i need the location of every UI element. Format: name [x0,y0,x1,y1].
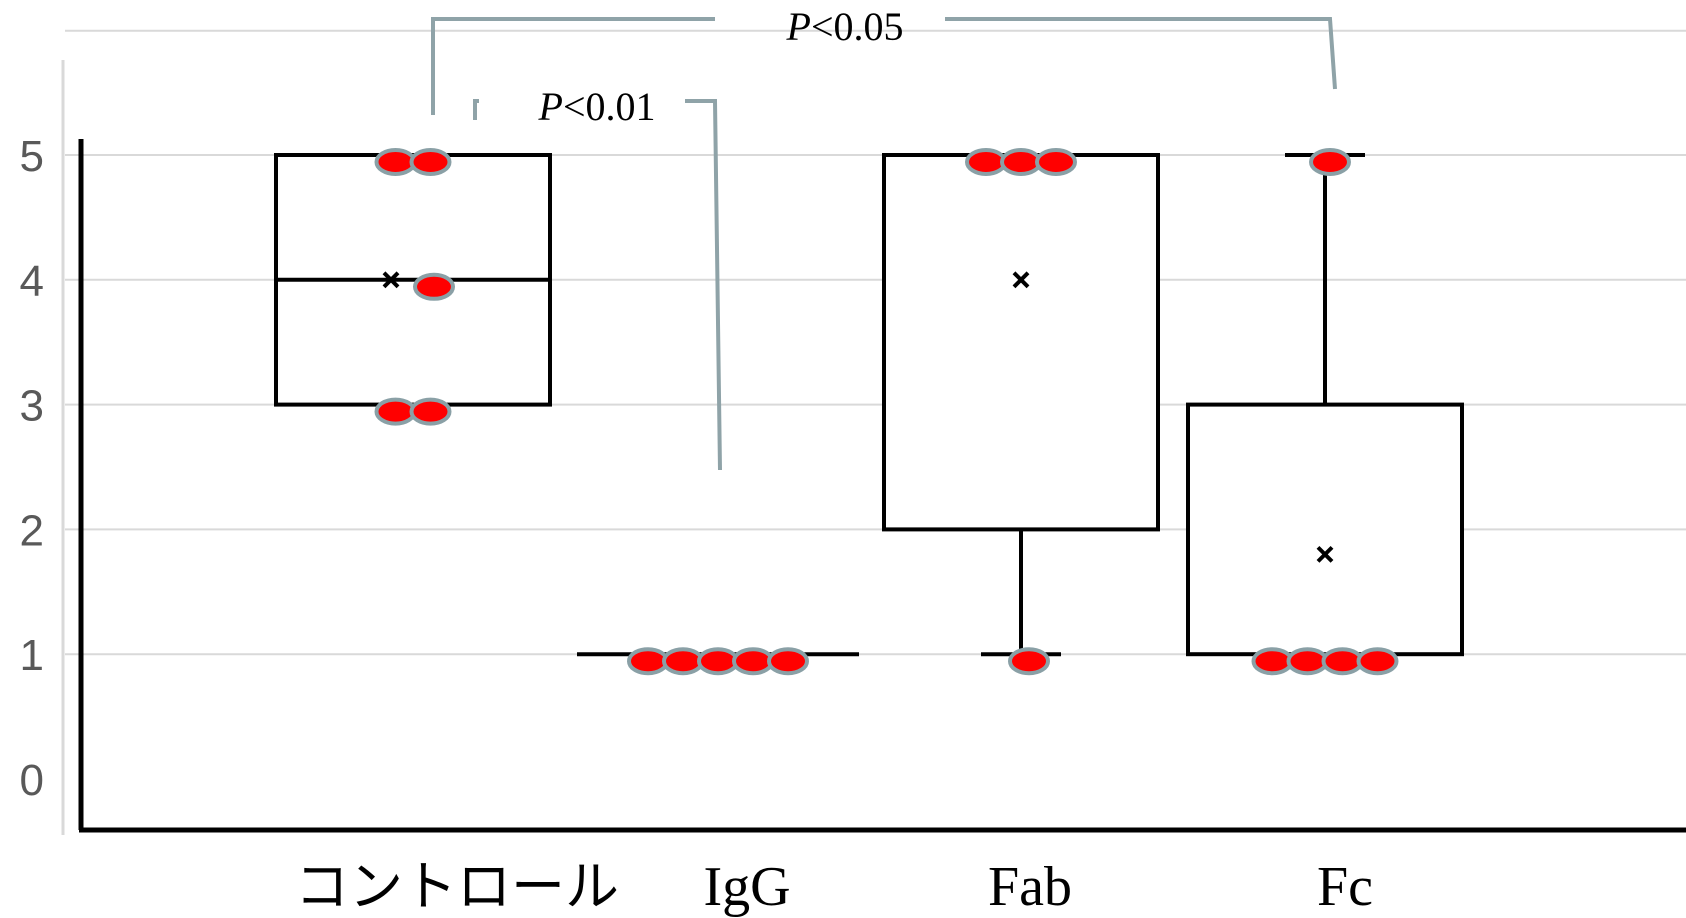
p-value-label: P<0.01 [538,84,656,129]
y-tick-label: 5 [20,132,44,181]
data-point [409,148,452,176]
data-point [732,647,774,676]
p-symbol: P [786,4,811,49]
mean-marker [382,271,400,289]
mean-marker-stroke [382,271,400,289]
p-threshold: <0.01 [563,84,656,129]
data-point [1008,647,1050,676]
box [882,153,1160,532]
y-tick-label: 3 [20,382,44,431]
y-tick-labels: 0 1 2 3 4 5 [20,132,44,805]
p-value-label: P<0.05 [786,4,904,49]
mean-marker-stroke [1316,545,1334,563]
data-point [374,397,417,426]
data-point [1000,148,1042,176]
y-tick-label: 1 [20,631,44,680]
data-point [662,647,704,676]
p-symbol: P [538,84,563,129]
box-group [882,153,1160,657]
box-group [1186,153,1464,657]
significance-bracket: P<0.05 [431,4,1337,115]
data-point [965,148,1007,176]
data-point [1035,148,1077,176]
box-plot-groups [274,153,1464,657]
bracket-left [473,99,479,120]
data-point [413,272,455,301]
data-point [1309,148,1351,176]
bracket-right [685,99,722,471]
box [1186,402,1464,657]
data-point [1286,647,1329,676]
data-point [409,397,452,426]
data-point [627,647,669,676]
axes [78,139,1686,833]
p-threshold: <0.05 [811,4,904,49]
box-group [274,153,552,407]
data-points [374,148,1399,676]
x-tick-label: IgG [703,856,790,918]
significance-bracket: P<0.01 [473,84,722,471]
mean-marker-stroke [1012,271,1030,289]
data-point [1356,647,1399,676]
bracket-right [945,17,1337,90]
y-tick-label: 4 [20,257,44,306]
data-point [374,148,417,176]
x-tick-label: コントロール [295,855,619,918]
y-tick-label: 0 [20,756,44,805]
mean-marker [1316,545,1334,563]
data-point [697,647,739,676]
data-point [767,647,809,676]
x-tick-label: Fc [1317,856,1373,918]
x-tick-labels: コントロール IgG Fab Fc [295,855,1373,918]
bracket-left [431,17,715,115]
significance-brackets: P<0.01P<0.05 [431,4,1337,471]
mean-marker [1012,271,1030,289]
x-tick-label: Fab [988,856,1072,918]
data-point [1321,647,1364,676]
data-point [1251,647,1294,676]
y-tick-label: 2 [20,506,44,555]
